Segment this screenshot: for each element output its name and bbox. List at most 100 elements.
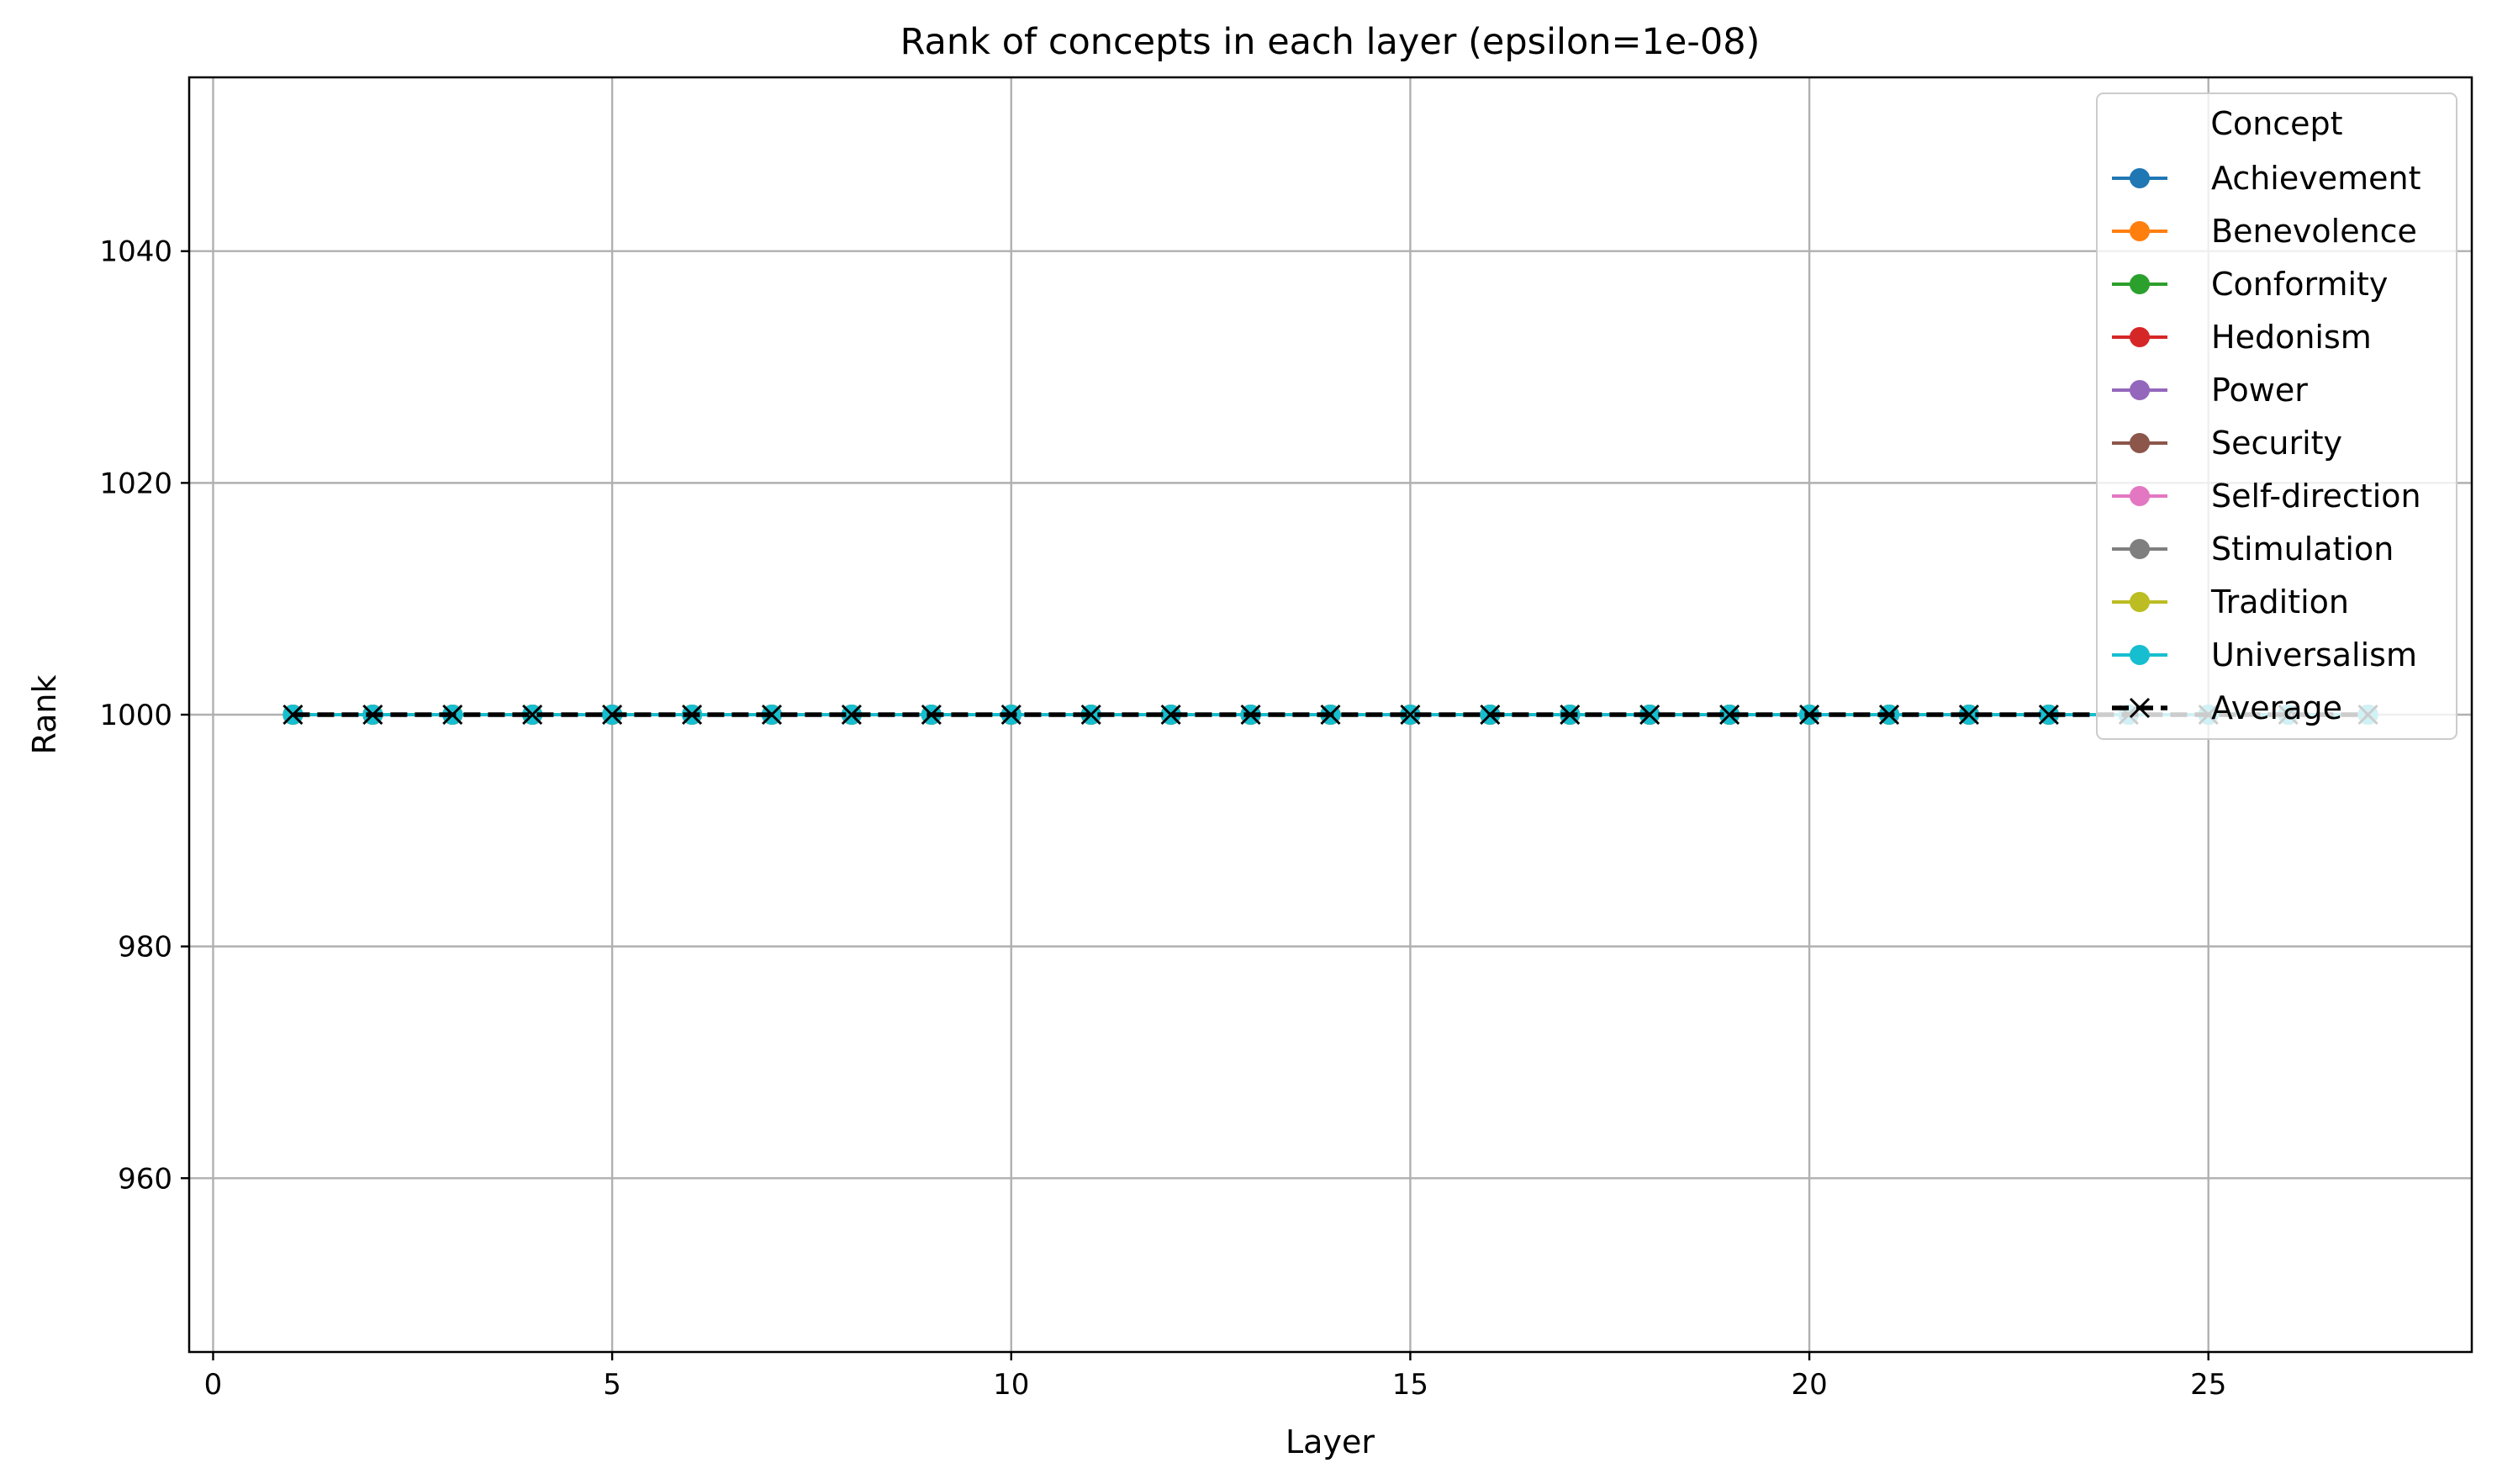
data-point-average [1878,704,1900,726]
data-point-average [282,704,304,726]
data-point-average [522,704,543,726]
legend-label-conformity: Conformity [2211,266,2388,303]
x-axis-label: Layer [1285,1423,1375,1460]
data-point-average [442,704,463,726]
legend-entry-average: Average [2112,689,2342,726]
legend-label-tradition: Tradition [2210,584,2349,621]
legend-label-benevolence: Benevolence [2211,213,2417,250]
data-point-average [841,704,862,726]
x-tick-label: 20 [1791,1368,1827,1402]
x-marker-stroke [282,704,304,726]
x-marker-stroke [841,704,862,726]
legend-label-universalism: Universalism [2211,636,2417,673]
legend-marker-universalism [2130,645,2150,665]
x-marker-stroke [1719,704,1740,726]
x-marker-stroke [1160,704,1181,726]
x-marker-stroke [1560,704,1581,726]
data-point-average [1320,704,1341,726]
legend-marker-stimulation [2130,539,2150,559]
legend-frame [2096,92,2457,740]
x-marker-stroke [1080,704,1101,726]
data-point-average [1958,704,1980,726]
x-marker-stroke [1878,704,1900,726]
x-marker-stroke [921,704,942,726]
x-marker-stroke [442,704,463,726]
x-marker-stroke [2038,704,2059,726]
data-point-average [1480,704,1501,726]
legend-entry-stimulation: Stimulation [2112,531,2394,568]
legend-marker-achievement [2130,168,2150,188]
x-marker-stroke [1400,704,1421,726]
legend-label-stimulation: Stimulation [2211,531,2394,568]
legend-entry-achievement: Achievement [2112,160,2421,197]
x-tick-label: 10 [993,1368,1029,1402]
legend-entry-security: Security [2112,425,2342,462]
legend: Concept Achievement Benevolence Conformity… [2096,92,2457,740]
data-point-average [1080,704,1101,726]
legend-entry-power: Power [2112,372,2308,409]
legend-marker-power [2130,380,2150,400]
legend-label-security: Security [2211,425,2342,462]
y-tick-label: 1000 [99,699,172,732]
y-tick-label: 980 [118,931,172,964]
y-tick-label: 1020 [99,467,172,500]
legend-entry-benevolence: Benevolence [2112,213,2417,250]
x-marker-stroke [362,704,383,726]
x-marker-stroke [2129,697,2151,719]
legend-marker-benevolence [2130,221,2150,241]
data-point-average [1000,704,1022,726]
x-marker-stroke [1320,704,1341,726]
y-tick-label: 1040 [99,235,172,269]
legend-entry-conformity: Conformity [2112,266,2388,303]
x-tick-label: 0 [204,1368,223,1402]
x-tick-label: 15 [1392,1368,1428,1402]
data-point-average [921,704,942,726]
x-tick-label: 25 [2190,1368,2226,1402]
legend-entry-hedonism: Hedonism [2112,319,2372,356]
legend-marker-self-direction [2130,486,2150,506]
legend-entry-universalism: Universalism [2112,636,2417,673]
x-marker-stroke [1639,704,1660,726]
legend-marker-average [2129,697,2151,719]
legend-marker-conformity [2130,274,2150,294]
x-marker-stroke [1799,704,1820,726]
legend-marker-security [2130,433,2150,453]
x-marker-stroke [602,704,623,726]
x-marker-stroke [761,704,783,726]
data-point-average [602,704,623,726]
data-point-average [1240,704,1261,726]
x-marker-stroke [1480,704,1501,726]
legend-label-self-direction: Self-direction [2211,478,2421,515]
legend-title: Concept [2210,105,2342,142]
data-point-average [1799,704,1820,726]
x-marker-stroke [1958,704,1980,726]
legend-label-average: Average [2211,689,2342,726]
x-tick-label: 5 [603,1368,621,1402]
x-marker-stroke [522,704,543,726]
data-point-average [1160,704,1181,726]
y-tick-label: 960 [118,1162,172,1196]
x-marker-stroke [681,704,703,726]
data-point-average [362,704,383,726]
data-point-average [1560,704,1581,726]
x-marker-stroke [1000,704,1022,726]
legend-label-hedonism: Hedonism [2211,319,2372,356]
legend-label-power: Power [2211,372,2308,409]
chart-title: Rank of concepts in each layer (epsilon=… [900,21,1761,63]
x-marker-stroke [1240,704,1261,726]
y-axis-label: Rank [26,675,63,755]
legend-label-achievement: Achievement [2211,160,2421,197]
legend-entry-self-direction: Self-direction [2112,478,2421,515]
data-point-average [681,704,703,726]
axis-ticks: 0 5 10 15 20 25 960 980 1000 1020 1040 [99,235,2226,1402]
series-lines [282,704,2378,726]
data-point-average [1639,704,1660,726]
data-point-average [761,704,783,726]
data-point-average [1400,704,1421,726]
legend-marker-hedonism [2130,327,2150,347]
legend-marker-tradition [2130,592,2150,612]
data-point-average [2038,704,2059,726]
legend-entry-tradition: Tradition [2112,584,2349,621]
